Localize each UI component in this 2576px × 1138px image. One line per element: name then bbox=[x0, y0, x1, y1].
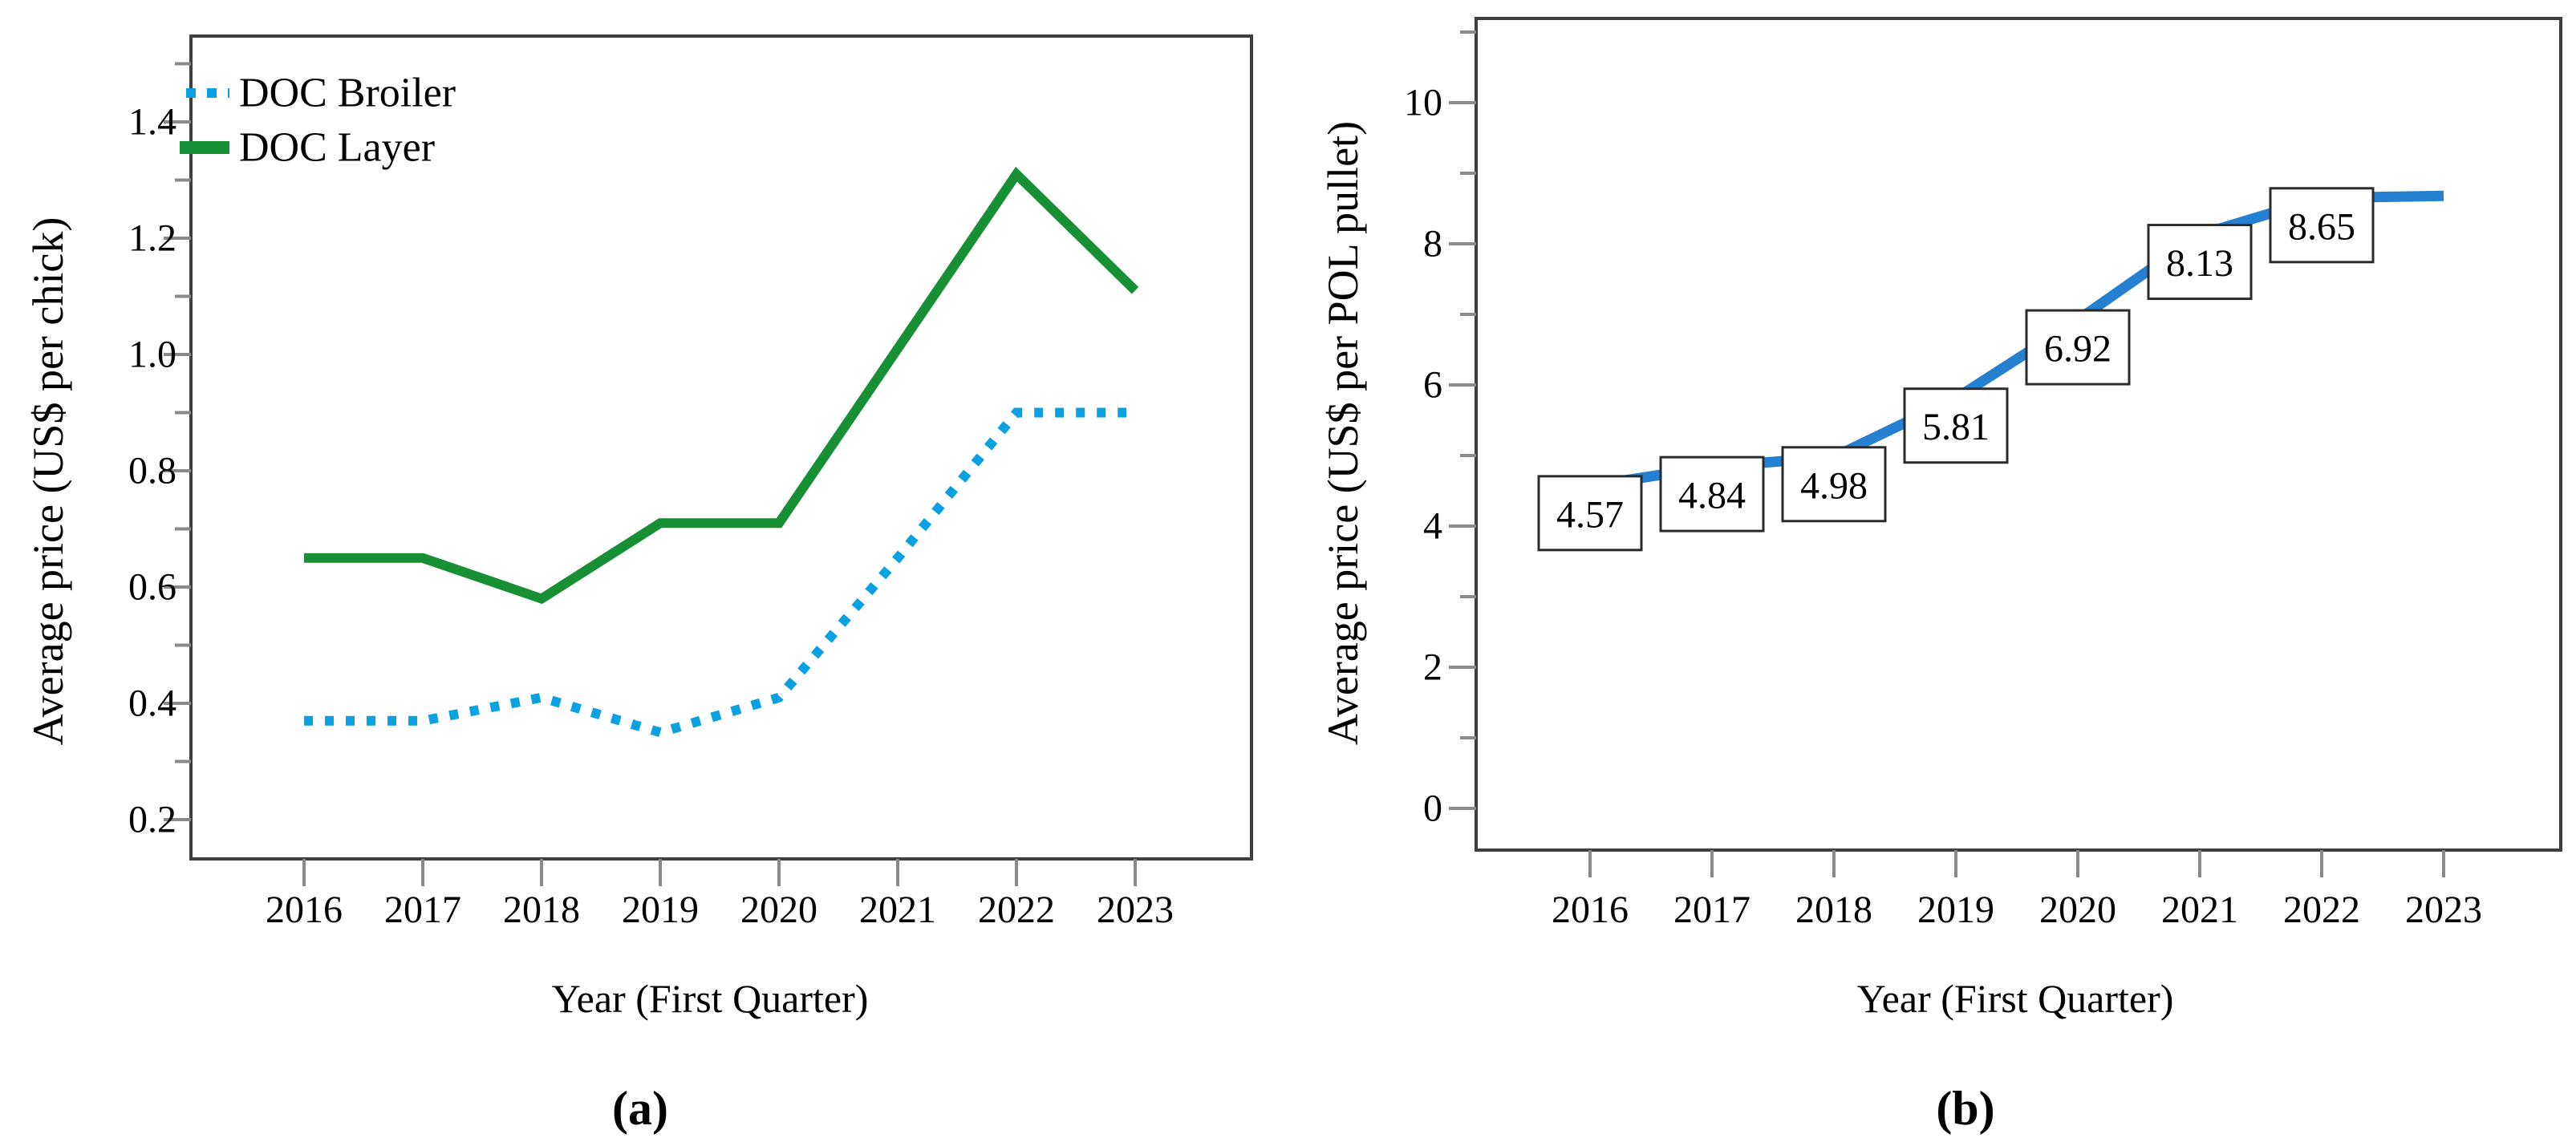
x-tick-label: 2023 bbox=[1097, 889, 1174, 931]
plot-frame-a bbox=[189, 34, 1253, 861]
y-tick-label: 1.2 bbox=[128, 217, 176, 260]
y-tick-label: 4 bbox=[1423, 505, 1442, 548]
y-tick-label: 0.6 bbox=[128, 566, 176, 609]
panel-a: 0.2 0.4 0.6 0.8 1.0 1.2 1.4 2016 2017 2018 2019 202… bbox=[24, 34, 1253, 1135]
plot-area-a: 0.2 0.4 0.6 0.8 1.0 1.2 1.4 2016 2017 2018 2019 202… bbox=[128, 62, 1174, 931]
x-tick-label: 2017 bbox=[1673, 889, 1750, 931]
plot-frame-b bbox=[1475, 17, 2562, 852]
x-tick-label: 2018 bbox=[1795, 889, 1872, 931]
legend-label-doc-broiler: DOC Broiler bbox=[239, 71, 456, 116]
data-label-text: 5.81 bbox=[1922, 406, 1990, 448]
x-axis-title-a: Year (First Quarter) bbox=[552, 976, 869, 1021]
caption-a: (a) bbox=[612, 1082, 668, 1135]
x-tick-label: 2016 bbox=[1552, 889, 1629, 931]
x-tick-label: 2016 bbox=[266, 889, 343, 931]
legend-a: DOC Broiler DOC Layer bbox=[180, 71, 456, 171]
x-tick-label: 2022 bbox=[978, 889, 1055, 931]
x-tick-label: 2021 bbox=[2161, 889, 2238, 931]
data-label-text: 6.92 bbox=[2044, 328, 2112, 371]
y-tick-label: 1.4 bbox=[128, 101, 176, 144]
y-tick-label: 0.8 bbox=[128, 450, 176, 492]
data-label-box bbox=[1659, 456, 1765, 533]
y-tick-label: 8 bbox=[1423, 223, 1442, 265]
x-axis-title-b: Year (First Quarter) bbox=[1857, 976, 2174, 1021]
y-axis-title-a: Average price (US$ per chick) bbox=[24, 217, 72, 746]
x-tick-label: 2020 bbox=[740, 889, 817, 931]
x-tick-label: 2022 bbox=[2283, 889, 2360, 931]
data-label-box bbox=[2269, 187, 2375, 264]
x-tick-label: 2017 bbox=[384, 889, 461, 931]
data-label-text: 4.84 bbox=[1678, 475, 1746, 517]
y-tick-label: 10 bbox=[1404, 82, 1442, 124]
data-label-box bbox=[1781, 446, 1887, 523]
y-tick-label: 0.4 bbox=[128, 682, 176, 725]
plot-area-b: 0 2 4 6 8 10 2016 2017 2018 2019 2020 2021 2022 2023 4… bbox=[1404, 30, 2482, 931]
data-label-text: 4.98 bbox=[1800, 464, 1868, 507]
caption-b: (b) bbox=[1936, 1082, 1994, 1135]
legend-label-doc-layer: DOC Layer bbox=[239, 125, 435, 171]
data-label-box bbox=[1903, 387, 2009, 464]
y-tick-label: 6 bbox=[1423, 364, 1442, 407]
x-tick-label: 2019 bbox=[1917, 889, 1994, 931]
data-label-text: 4.57 bbox=[1556, 493, 1624, 536]
panel-b: 0 2 4 6 8 10 2016 2017 2018 2019 2020 2021 2022 2023 4… bbox=[1319, 17, 2562, 1135]
series-doc-layer-line bbox=[304, 166, 1139, 605]
data-label-text: 8.65 bbox=[2288, 205, 2355, 248]
x-tick-label: 2018 bbox=[503, 889, 580, 931]
data-label-box bbox=[1537, 475, 1643, 552]
data-label-text: 8.13 bbox=[2166, 242, 2233, 285]
y-tick-label: 1.0 bbox=[128, 334, 176, 376]
series-doc-broiler-line bbox=[304, 407, 1135, 738]
x-tick-label: 2023 bbox=[2405, 889, 2482, 931]
data-label-box bbox=[2147, 224, 2253, 301]
y-tick-label: 0 bbox=[1423, 788, 1442, 830]
x-tick-label: 2019 bbox=[622, 889, 699, 931]
y-tick-label: 2 bbox=[1423, 646, 1442, 689]
x-tick-label: 2020 bbox=[2039, 889, 2116, 931]
y-tick-label: 0.2 bbox=[128, 799, 176, 841]
data-label-box bbox=[2025, 309, 2131, 386]
y-axis-title-b: Average price (US$ per POL pullet) bbox=[1319, 121, 1367, 745]
x-tick-label: 2021 bbox=[859, 889, 936, 931]
